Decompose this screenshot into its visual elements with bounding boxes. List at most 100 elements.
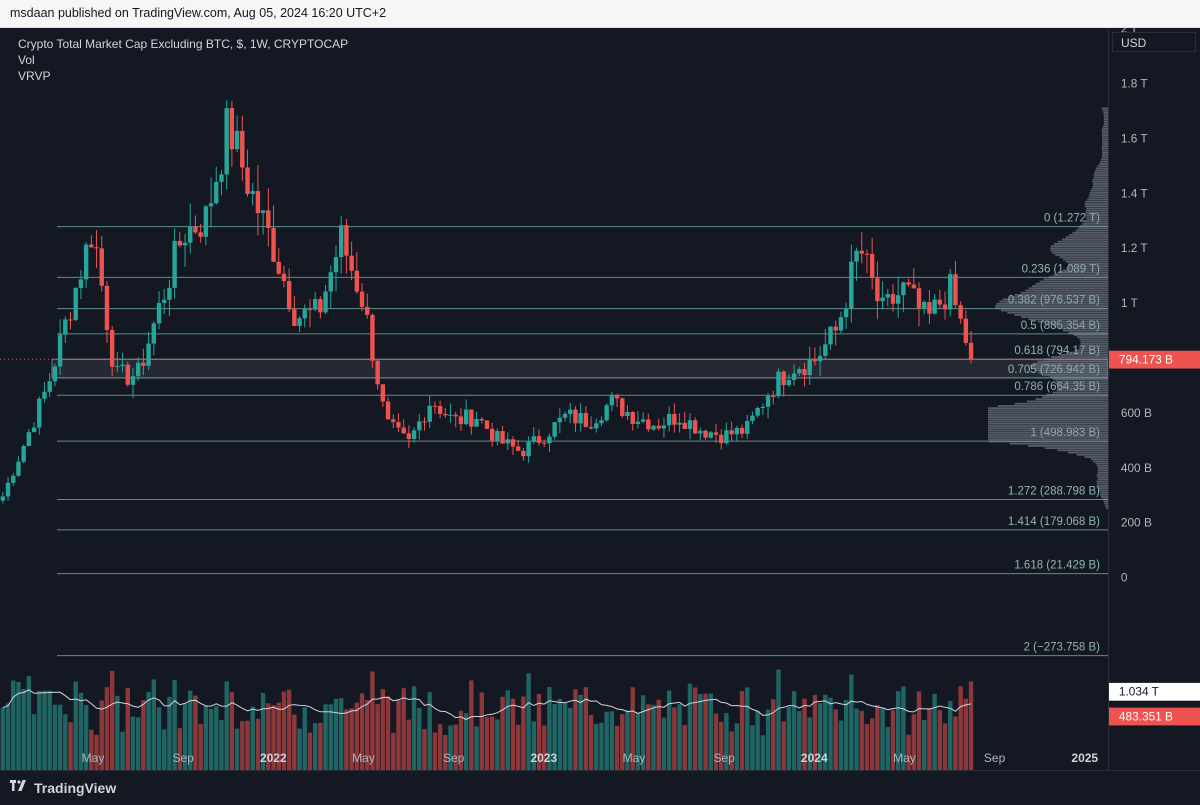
candle[interactable] — [427, 396, 432, 429]
candle[interactable] — [812, 347, 818, 366]
candle[interactable] — [609, 391, 615, 412]
candle[interactable] — [713, 424, 719, 443]
candle[interactable] — [859, 232, 864, 264]
footer-brand[interactable]: TradingView — [34, 780, 117, 796]
candle[interactable] — [193, 215, 198, 235]
candle[interactable] — [479, 416, 484, 424]
candle[interactable] — [198, 224, 203, 243]
candle[interactable] — [52, 363, 58, 387]
candle[interactable] — [666, 406, 672, 432]
candle[interactable] — [797, 366, 802, 377]
candle[interactable] — [16, 456, 21, 477]
candle[interactable] — [745, 414, 750, 440]
candle[interactable] — [130, 367, 136, 398]
candle[interactable] — [349, 241, 354, 281]
candle[interactable] — [365, 293, 370, 319]
candle[interactable] — [146, 331, 151, 370]
candle[interactable] — [271, 205, 276, 263]
candle[interactable] — [849, 244, 854, 323]
candle[interactable] — [604, 403, 609, 422]
candle[interactable] — [167, 279, 172, 316]
candle[interactable] — [94, 230, 99, 269]
candle[interactable] — [115, 351, 120, 373]
candle[interactable] — [885, 288, 890, 307]
candle[interactable] — [708, 431, 713, 439]
candle[interactable] — [724, 422, 729, 445]
candle[interactable] — [443, 407, 448, 419]
candle[interactable] — [141, 348, 146, 376]
candle[interactable] — [646, 413, 651, 433]
candle[interactable] — [786, 374, 792, 387]
candle[interactable] — [698, 427, 703, 441]
candle[interactable] — [703, 429, 708, 440]
candle[interactable] — [417, 413, 422, 440]
candle[interactable] — [120, 352, 125, 373]
candle[interactable] — [5, 476, 11, 501]
candle[interactable] — [854, 247, 859, 281]
candle[interactable] — [276, 248, 281, 276]
candle[interactable] — [656, 418, 661, 431]
candle[interactable] — [880, 281, 885, 310]
candle[interactable] — [370, 312, 375, 368]
candle[interactable] — [63, 316, 68, 343]
candle[interactable] — [932, 294, 937, 315]
candle[interactable] — [333, 245, 339, 292]
candle[interactable] — [229, 100, 235, 167]
candle[interactable] — [0, 491, 6, 504]
time-axis[interactable]: May Sep 2022 May Sep 2023 May Sep 2024 May Sep 2025 — [0, 742, 1108, 770]
candle[interactable] — [401, 419, 406, 435]
candle[interactable] — [729, 421, 734, 442]
candle[interactable] — [448, 403, 453, 423]
candle[interactable] — [953, 260, 958, 308]
candle[interactable] — [474, 411, 479, 427]
candle[interactable] — [411, 427, 417, 443]
candle[interactable] — [901, 281, 906, 312]
candle[interactable] — [286, 268, 292, 313]
candle[interactable] — [807, 346, 812, 385]
candle[interactable] — [578, 403, 583, 432]
candle[interactable] — [57, 319, 63, 376]
candle[interactable] — [765, 393, 771, 419]
candle[interactable] — [719, 429, 724, 450]
candle[interactable] — [89, 235, 94, 248]
candle[interactable] — [927, 290, 932, 324]
candle[interactable] — [380, 384, 386, 408]
candle[interactable] — [916, 282, 922, 327]
candle[interactable] — [510, 436, 516, 455]
candle[interactable] — [599, 416, 604, 427]
candle[interactable] — [963, 310, 969, 346]
candle[interactable] — [172, 228, 177, 299]
chart-area[interactable]: 0 (1.272 T)0.236 (1.089 T)0.382 (976.537… — [0, 28, 1108, 770]
candle[interactable] — [968, 330, 974, 364]
candle[interactable] — [833, 320, 838, 346]
candle[interactable] — [68, 312, 73, 330]
candle[interactable] — [323, 284, 328, 315]
candle[interactable] — [521, 447, 526, 461]
candle[interactable] — [552, 422, 557, 440]
candle[interactable] — [219, 169, 224, 196]
candle[interactable] — [292, 295, 297, 327]
candle[interactable] — [437, 400, 443, 419]
candle[interactable] — [214, 166, 219, 205]
candle[interactable] — [531, 427, 537, 445]
candle[interactable] — [83, 242, 89, 288]
candle[interactable] — [78, 269, 84, 300]
candle[interactable] — [375, 359, 380, 390]
candle[interactable] — [385, 397, 391, 420]
candle[interactable] — [620, 397, 625, 418]
candle[interactable] — [489, 422, 495, 447]
candle[interactable] — [344, 218, 349, 274]
candle[interactable] — [47, 372, 52, 398]
candle[interactable] — [406, 425, 412, 449]
candle[interactable] — [234, 115, 240, 153]
candle[interactable] — [260, 210, 266, 235]
candle[interactable] — [135, 357, 141, 381]
candle[interactable] — [843, 302, 849, 329]
candle[interactable] — [11, 473, 16, 486]
candle[interactable] — [328, 265, 333, 308]
candle[interactable] — [26, 428, 32, 447]
legend-vrvp[interactable]: VRVP — [18, 69, 51, 83]
candle[interactable] — [469, 409, 474, 435]
candle[interactable] — [156, 291, 162, 330]
candle[interactable] — [828, 326, 833, 350]
